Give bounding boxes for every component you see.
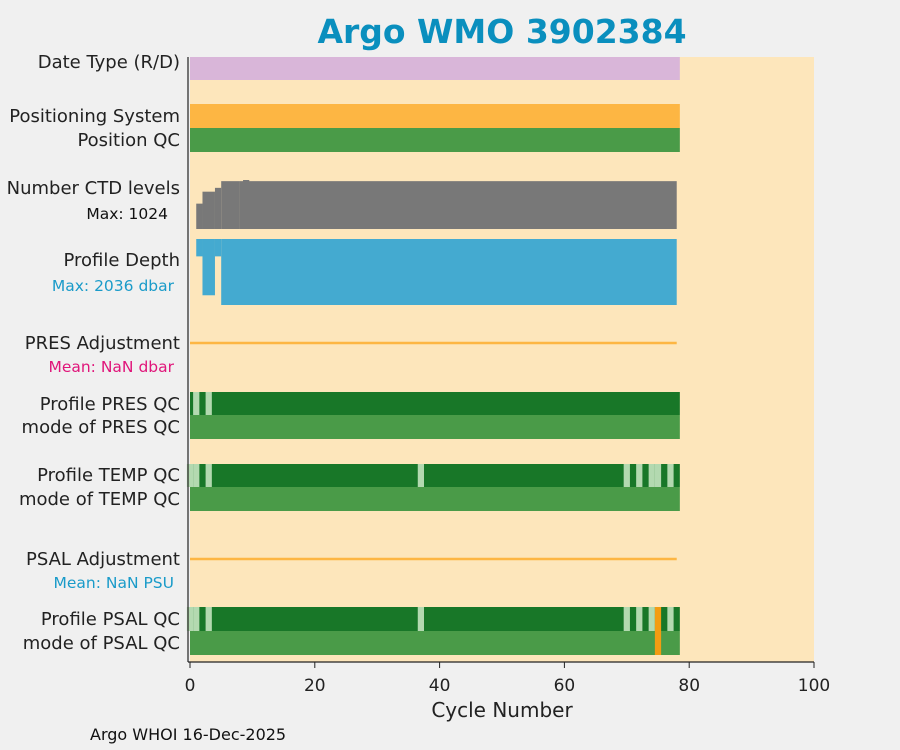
x-tick-label-1: 20 bbox=[304, 676, 326, 696]
pres-qc-light-1 bbox=[193, 392, 200, 415]
bar-mode-pres-qc bbox=[190, 415, 680, 439]
ctd-level-step-6 bbox=[243, 180, 250, 229]
label-depth-max: Max: 2036 dbar bbox=[51, 277, 174, 295]
psal-qc-light-1 bbox=[193, 607, 200, 631]
temp-qc-light-3 bbox=[205, 464, 212, 487]
label-profile-temp-qc: Profile TEMP QC bbox=[37, 465, 180, 486]
temp-qc-light-77 bbox=[667, 464, 674, 487]
label-profile-depth: Profile Depth bbox=[63, 250, 180, 271]
temp-qc-light-74 bbox=[648, 464, 655, 487]
x-tick-label-0: 0 bbox=[185, 676, 196, 696]
label-ctd-max: Max: 1024 bbox=[86, 205, 168, 223]
temp-qc-light-0 bbox=[186, 464, 194, 487]
pres-qc-base bbox=[190, 392, 680, 415]
psal-qc-light-74 bbox=[648, 607, 655, 631]
profile-depth-step-3 bbox=[214, 239, 222, 257]
bar-mode-psal-qc bbox=[190, 631, 680, 655]
label-date-type: Date Type (R/D) bbox=[37, 52, 180, 73]
mode-psal-flag-75 bbox=[654, 631, 662, 655]
ctd-level-step-3 bbox=[214, 187, 222, 229]
psal-qc-flag-75 bbox=[654, 607, 662, 631]
temp-qc-light-72 bbox=[636, 464, 643, 487]
label-positioning-system: Positioning System bbox=[9, 106, 180, 127]
pres-qc-light-3 bbox=[205, 392, 212, 415]
ctd-level-step-4 bbox=[221, 181, 240, 229]
x-tick-label-5: 100 bbox=[798, 676, 830, 696]
x-axis-label: Cycle Number bbox=[431, 698, 573, 722]
plot-background bbox=[190, 57, 814, 662]
temp-qc-light-70 bbox=[623, 464, 630, 487]
profile-depth-step-4 bbox=[221, 239, 677, 305]
bar-mode-temp-qc bbox=[190, 487, 680, 511]
label-profile-pres-qc: Profile PRES QC bbox=[39, 394, 180, 415]
chart-title: Argo WMO 3902384 bbox=[317, 12, 687, 51]
psal-qc-light-77 bbox=[667, 607, 674, 631]
psal-qc-base bbox=[190, 607, 680, 631]
temp-qc-light-37 bbox=[417, 464, 424, 487]
label-mode-pres-qc: mode of PRES QC bbox=[21, 417, 180, 438]
ctd-level-step-2 bbox=[202, 191, 215, 229]
profile-depth-step-2 bbox=[202, 239, 215, 296]
label-profile-psal-qc: Profile PSAL QC bbox=[40, 609, 180, 630]
label-mode-psal-qc: mode of PSAL QC bbox=[22, 633, 180, 654]
bar-date-type bbox=[190, 57, 680, 80]
psal-qc-light-37 bbox=[417, 607, 424, 631]
label-psal-mean: Mean: NaN PSU bbox=[53, 574, 174, 592]
temp-qc-base bbox=[190, 464, 680, 487]
psal-qc-light-0 bbox=[186, 607, 194, 631]
label-psal-adjustment: PSAL Adjustment bbox=[25, 549, 180, 570]
ctd-level-step-5 bbox=[239, 181, 677, 229]
temp-qc-light-1 bbox=[193, 464, 200, 487]
temp-qc-light-75 bbox=[654, 464, 662, 487]
x-tick-label-3: 60 bbox=[554, 676, 576, 696]
psal-qc-light-70 bbox=[623, 607, 630, 631]
footer-credit: Argo WHOI 16-Dec-2025 bbox=[90, 725, 287, 744]
bar-position-qc bbox=[190, 128, 680, 152]
psal-qc-light-72 bbox=[636, 607, 643, 631]
x-tick-label-4: 80 bbox=[678, 676, 700, 696]
label-position-qc: Position QC bbox=[77, 130, 180, 151]
ctd-level-step-1 bbox=[196, 203, 203, 229]
x-tick-label-2: 40 bbox=[429, 676, 451, 696]
label-ctd-levels: Number CTD levels bbox=[6, 178, 180, 199]
psal-qc-light-3 bbox=[205, 607, 212, 631]
bar-positioning-system bbox=[190, 104, 680, 128]
label-mode-temp-qc: mode of TEMP QC bbox=[18, 489, 180, 510]
profile-depth-step-1 bbox=[196, 239, 203, 257]
label-pres-mean: Mean: NaN dbar bbox=[48, 358, 174, 376]
label-pres-adjustment: PRES Adjustment bbox=[24, 333, 180, 354]
